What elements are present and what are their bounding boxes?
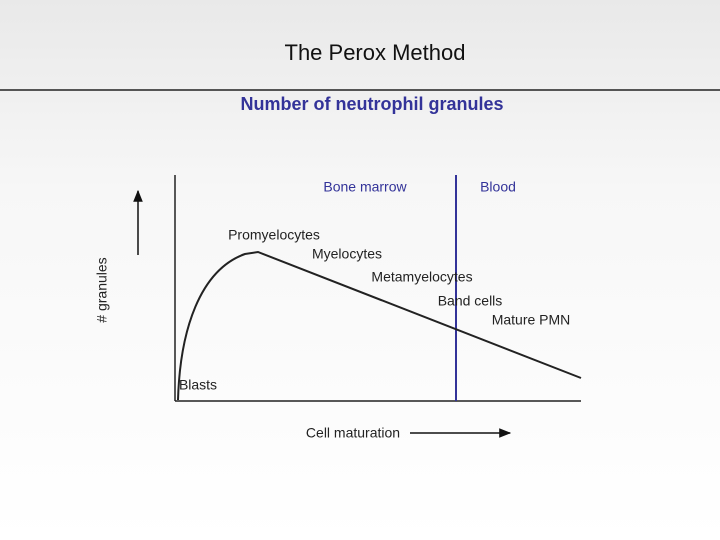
y-axis-label: # granules [94, 257, 110, 322]
stage-label: Metamyelocytes [371, 269, 472, 285]
stage-label: Myelocytes [312, 246, 382, 262]
stage-label: Blasts [179, 377, 217, 393]
subtitle: Number of neutrophil granules [240, 94, 503, 114]
stage-label: Promyelocytes [228, 227, 320, 243]
granule-curve [177, 250, 582, 401]
slide-title: The Perox Method [285, 40, 466, 65]
stage-label: Mature PMN [492, 312, 571, 328]
region-label: Bone marrow [323, 179, 407, 195]
region-label: Blood [480, 179, 516, 195]
stage-label: Band cells [438, 293, 503, 309]
x-axis-label: Cell maturation [306, 425, 400, 441]
